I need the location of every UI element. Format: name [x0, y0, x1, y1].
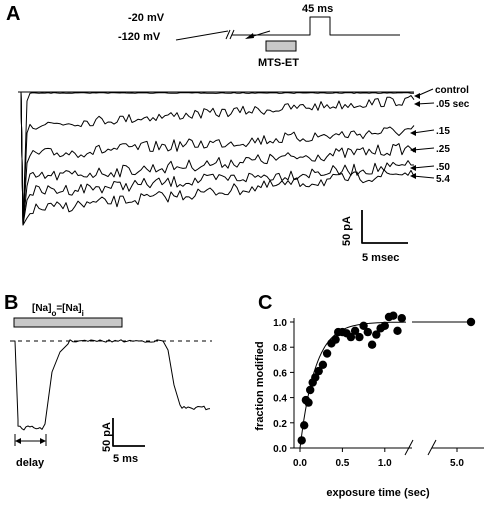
- x-tick-label: 5.0: [450, 458, 464, 469]
- scalebar-a-lines: [361, 210, 408, 244]
- trace-label-arrow: [412, 129, 435, 134]
- arrowhead-icon: [410, 130, 416, 136]
- data-point: [393, 326, 402, 335]
- protocol-waveform: [175, 16, 400, 41]
- protocol-step-voltage: -20 mV: [128, 12, 165, 24]
- panel-c-letter: C: [258, 292, 272, 314]
- condition-bar: [13, 317, 123, 328]
- arrowhead-icon: [410, 165, 416, 171]
- trace-label-arrow: [412, 175, 435, 179]
- data-point: [363, 327, 372, 337]
- y-tick-label: 0.0: [273, 444, 287, 455]
- y-axis-label: fraction modified: [254, 341, 266, 430]
- protocol-break-marks: [225, 29, 235, 40]
- condition-label: [Na]o=[Na]i: [32, 303, 84, 318]
- data-point: [331, 335, 340, 344]
- current-trace-a: [18, 91, 414, 226]
- data-point: [346, 332, 356, 342]
- data-point: [380, 321, 389, 330]
- data-point: [355, 332, 364, 342]
- fit-curve: [299, 321, 406, 449]
- scalebar-b-current: 50 pA: [101, 422, 113, 452]
- condition-eq: =[Na]: [56, 303, 81, 314]
- x-axis-label: exposure time (sec): [326, 487, 430, 499]
- data-point: [300, 421, 309, 430]
- delay-marker: delay: [14, 434, 47, 469]
- data-point: [389, 311, 398, 320]
- delay-label: delay: [16, 457, 45, 469]
- data-point: [314, 366, 323, 376]
- data-point: [466, 317, 476, 327]
- x-tick-label: 0.5: [335, 458, 349, 469]
- data-points: [297, 311, 476, 445]
- protocol-arrow-icon: [245, 33, 254, 39]
- data-point: [304, 398, 313, 407]
- data-point: [367, 340, 377, 349]
- scalebar-b-time: 5 ms: [113, 453, 138, 465]
- panel-b-letter: B: [4, 292, 18, 314]
- condition-i: i: [82, 309, 84, 318]
- y-axis-ticks: 0.0 0.2 0.4 0.6 0.8 1.0: [273, 318, 294, 455]
- data-point: [306, 385, 315, 395]
- data-point: [318, 360, 328, 369]
- y-tick-label: 0.6: [273, 368, 287, 379]
- arrowhead-icon: [410, 147, 416, 153]
- y-tick-label: 0.8: [273, 343, 287, 354]
- current-trace-a: [18, 91, 415, 226]
- condition-na: [Na]: [32, 303, 51, 314]
- trace-labels: control .05 sec .15 .25 .505.4: [410, 85, 470, 185]
- trace-label: .25: [436, 144, 450, 155]
- scalebar-a-time: 5 msec: [362, 252, 399, 264]
- drug-bar: [265, 40, 297, 52]
- condition-o: o: [51, 309, 56, 318]
- scalebar-b-lines: [112, 418, 145, 447]
- panel-a-letter: A: [6, 3, 20, 25]
- scalebar-a: 50 pA 5 msec: [341, 210, 408, 264]
- arrowhead-icon: [414, 101, 420, 107]
- current-traces: [18, 91, 415, 226]
- data-point: [311, 373, 320, 382]
- trace-label: control: [435, 85, 469, 96]
- data-point: [322, 349, 332, 358]
- arrowhead-icon: [410, 173, 416, 179]
- trace-label: .15: [436, 126, 450, 137]
- trace-label: .50: [436, 162, 450, 173]
- axis-break-marks: [404, 439, 437, 456]
- x-axis-ticks: 0.0 0.5 1.0 5.0: [293, 448, 464, 469]
- chart-c: 0.0 0.2 0.4 0.6 0.8 1.0 0.0 0.5 1.0 5.0 fraction…: [254, 311, 484, 499]
- y-tick-label: 1.0: [273, 318, 287, 329]
- data-point: [350, 326, 360, 335]
- trace-label: 5.4: [436, 174, 450, 185]
- current-trace-b: [12, 339, 211, 431]
- y-tick-label: 0.4: [273, 394, 287, 405]
- data-point: [372, 330, 381, 339]
- x-tick-label: 1.0: [378, 458, 392, 469]
- protocol-hold-voltage: -120 mV: [118, 31, 161, 43]
- trace-label-arrow: [412, 165, 435, 169]
- scalebar-a-current: 50 pA: [341, 216, 353, 246]
- data-point: [359, 321, 368, 330]
- trace-label-arrow: [412, 147, 435, 151]
- protocol-duration: 45 ms: [302, 3, 333, 15]
- x-tick-label: 0.0: [293, 458, 307, 469]
- current-trace-a: [18, 91, 415, 226]
- drug-label: MTS-ET: [258, 57, 299, 69]
- trace-label: .05 sec: [436, 99, 470, 110]
- current-trace-a: [18, 91, 415, 226]
- data-point: [397, 314, 406, 323]
- voltage-protocol: -20 mV -120 mV 45 ms MTS-ET: [118, 3, 400, 69]
- scalebar-b: 50 pA 5 ms: [101, 418, 145, 465]
- data-point: [297, 436, 306, 445]
- current-trace-a: [18, 91, 415, 226]
- current-trace-a: [18, 91, 415, 226]
- arrowhead-icon: [414, 93, 420, 99]
- delay-bracket: [14, 434, 47, 446]
- y-tick-label: 0.2: [273, 419, 287, 430]
